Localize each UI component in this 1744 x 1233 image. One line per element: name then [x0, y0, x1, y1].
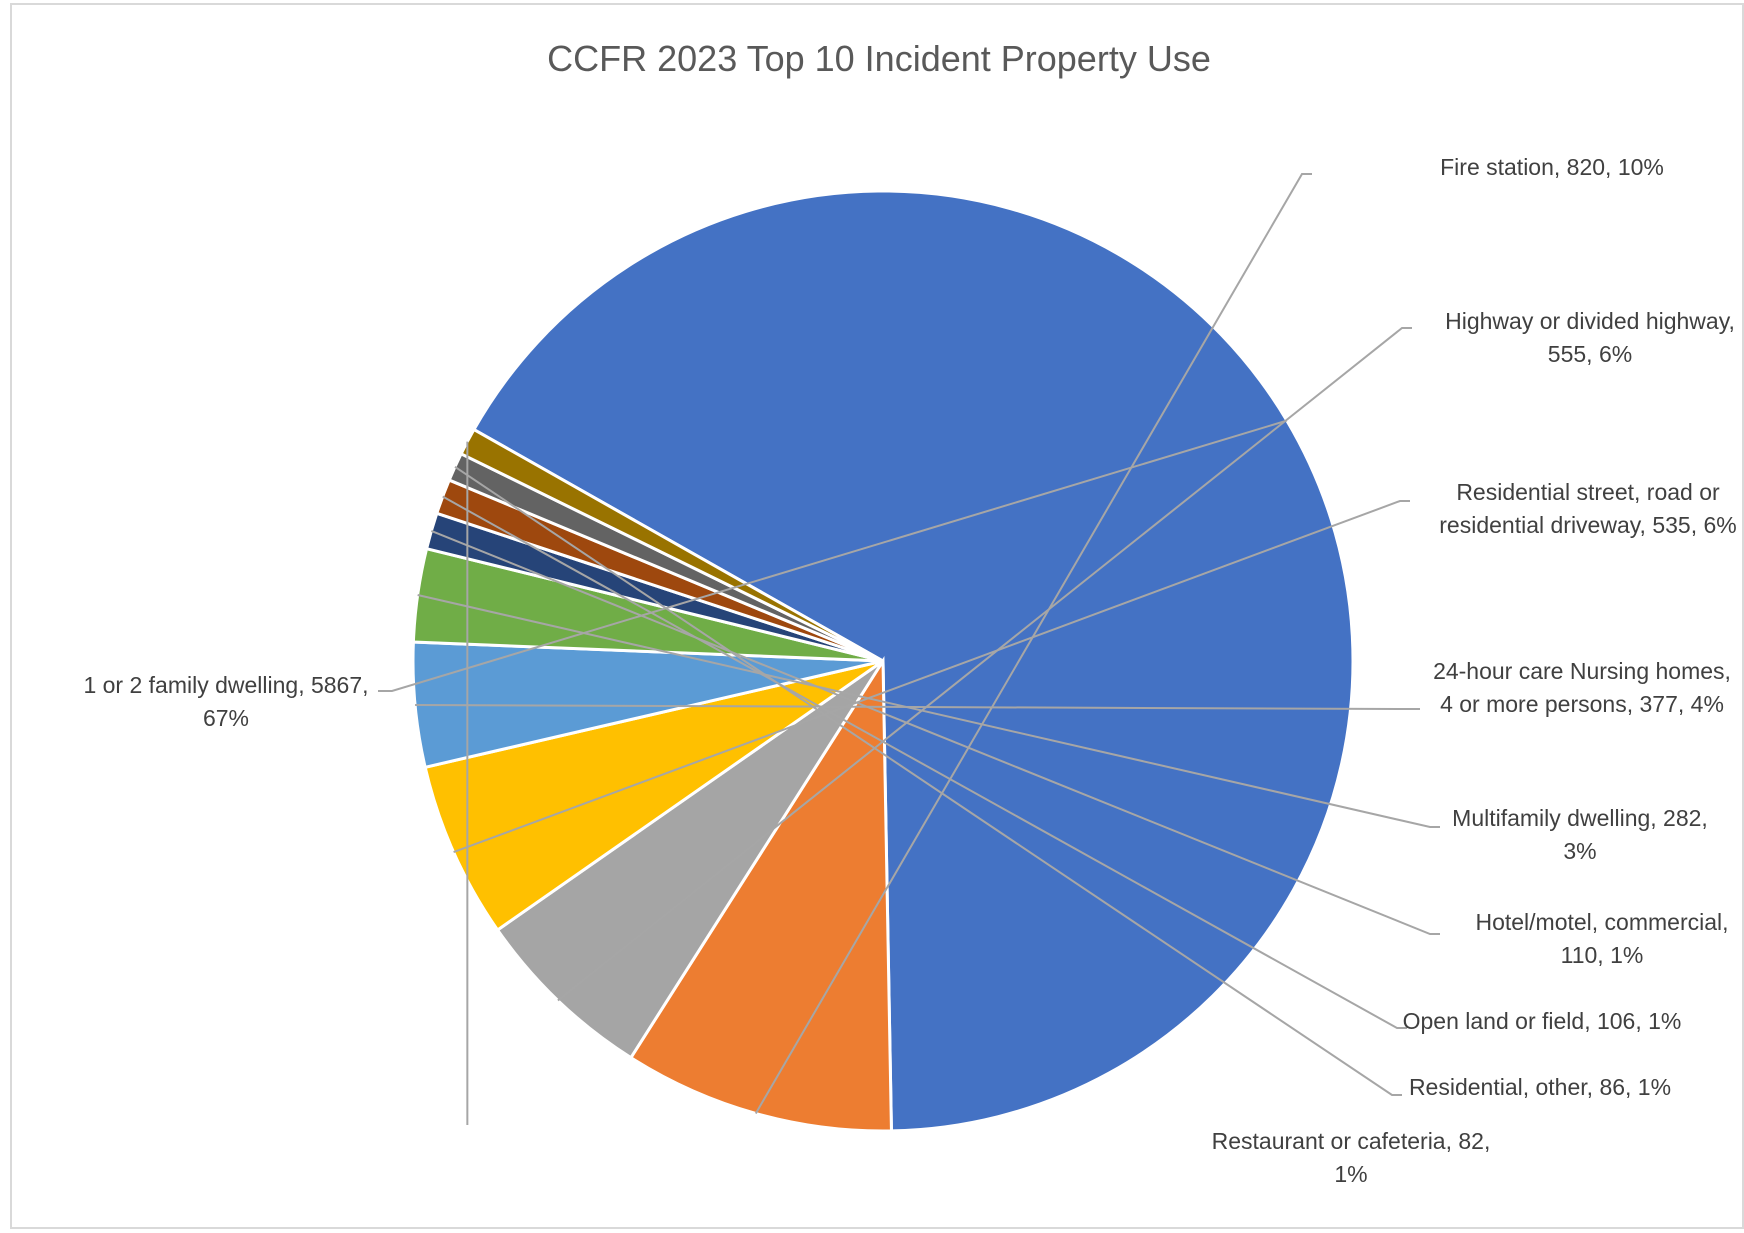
leader-line-2: [754, 173, 1312, 1114]
leader-line-8: [442, 495, 1407, 1029]
data-label-4: Residential street, road or residential d…: [1439, 479, 1736, 538]
leader-line-4: [453, 500, 1410, 854]
data-label-line: 555, 6%: [1548, 341, 1632, 367]
data-label-line: Multifamily dwelling, 282,: [1452, 805, 1708, 831]
data-label-line: 1 or 2 family dwelling, 5867,: [83, 672, 368, 698]
data-label-line: Hotel/motel, commercial,: [1475, 909, 1728, 935]
data-label-10: Restaurant or cafeteria, 82, 1%: [1212, 1128, 1491, 1187]
data-label-line: residential driveway, 535, 6%: [1439, 512, 1736, 538]
data-label-8: Open land or field, 106, 1%: [1403, 1008, 1682, 1034]
data-label-line: 1%: [1334, 1161, 1367, 1187]
data-label-2: Fire station, 820, 10%: [1440, 154, 1664, 180]
data-label-3: Highway or divided highway, 555, 6%: [1445, 308, 1735, 367]
leader-lines-layer: [378, 173, 1440, 1125]
data-label-line: Fire station, 820, 10%: [1440, 154, 1664, 180]
pie-chart: CCFR 2023 Top 10 Incident Property Use 1…: [83, 38, 1736, 1187]
data-label-line: 67%: [203, 705, 249, 731]
leader-line-3: [557, 327, 1412, 1002]
leader-line-1: [378, 419, 1288, 692]
leader-line-7: [430, 529, 1440, 935]
chart-title: CCFR 2023 Top 10 Incident Property Use: [547, 38, 1211, 79]
data-label-1: 1 or 2 family dwelling, 5867, 67%: [83, 672, 368, 731]
data-label-9: Residential, other, 86, 1%: [1409, 1074, 1671, 1100]
data-label-line: 24-hour care Nursing homes,: [1433, 658, 1731, 684]
data-label-line: 4 or more persons, 377, 4%: [1440, 691, 1724, 717]
data-label-line: 3%: [1563, 838, 1596, 864]
data-label-line: Open land or field, 106, 1%: [1403, 1008, 1682, 1034]
data-label-5: 24-hour care Nursing homes, 4 or more per…: [1433, 658, 1731, 717]
pie-slice-4: [423, 659, 884, 933]
data-label-line: Highway or divided highway,: [1445, 308, 1735, 334]
chart-area: CCFR 2023 Top 10 Incident Property Use 1…: [10, 3, 1744, 1229]
data-labels-layer: 1 or 2 family dwelling, 5867, 67% Fire sta…: [83, 154, 1736, 1187]
data-label-7: Hotel/motel, commercial, 110, 1%: [1475, 909, 1728, 968]
data-label-6: Multifamily dwelling, 282, 3%: [1452, 805, 1708, 864]
data-label-line: Residential, other, 86, 1%: [1409, 1074, 1671, 1100]
leader-line-5: [415, 704, 1420, 710]
leader-line-9: [454, 466, 1402, 1096]
data-label-line: 110, 1%: [1561, 942, 1644, 968]
leader-line-6: [417, 594, 1440, 828]
data-label-line: Residential street, road or: [1456, 479, 1720, 505]
data-label-line: Restaurant or cafeteria, 82,: [1212, 1128, 1491, 1154]
slices-layer: [411, 189, 1355, 1133]
